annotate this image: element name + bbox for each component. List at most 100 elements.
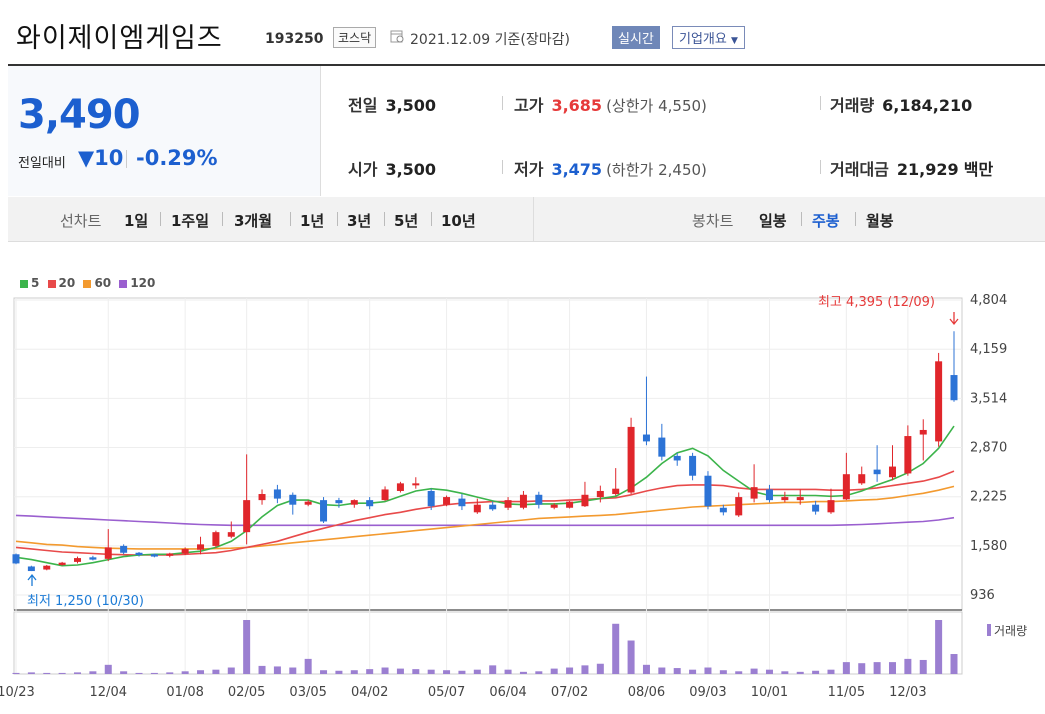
candle-body	[104, 547, 112, 559]
min-annotation: 최저 1,250 (10/30)	[27, 594, 144, 609]
x-tick-label: 03/05	[289, 685, 326, 700]
volume-bar	[289, 667, 297, 674]
candle-body	[796, 497, 804, 501]
volume-bar	[489, 665, 497, 674]
tab-1y[interactable]: 1년	[300, 212, 325, 230]
quote-panel: 3,490 전일대비 ▼10 -0.29% 전일 3,500 시가 3,500 고가…	[8, 64, 1045, 199]
x-tick-label: 04/02	[351, 685, 388, 700]
volume-bar	[212, 669, 220, 674]
candle-body	[304, 501, 312, 505]
open-label: 시가	[348, 160, 378, 179]
volume-bar	[719, 670, 727, 674]
volume-bar	[781, 671, 789, 674]
stock-code: 193250	[265, 31, 324, 47]
volume-bar	[566, 667, 574, 674]
tab-1w[interactable]: 1주일	[171, 212, 210, 230]
chart-tabs: 선차트 1일 1주일 3개월 1년 3년 5년 10년 봉차트 일봉 주봉 월봉	[8, 197, 1045, 242]
x-tick-label: 10/23	[0, 685, 35, 700]
trade-value: 거래대금 21,929 백만	[830, 156, 993, 180]
tab-weekly[interactable]: 주봉	[812, 212, 840, 230]
tab-monthly[interactable]: 월봉	[866, 212, 894, 230]
volume-bar	[750, 668, 758, 674]
chart-grid	[13, 297, 963, 675]
company-overview-dropdown[interactable]: 기업개요 ▼	[672, 26, 745, 49]
candle-body	[535, 494, 543, 505]
volume-bar	[581, 665, 589, 674]
tab-3y[interactable]: 3년	[347, 212, 372, 230]
candle-body	[381, 489, 389, 501]
line-chart-label: 선차트	[60, 212, 102, 230]
candle-body	[166, 553, 174, 556]
chevron-down-icon: ▼	[730, 36, 738, 46]
candle-body	[827, 500, 835, 513]
volume-bar	[74, 672, 82, 674]
tab-3m[interactable]: 3개월	[234, 212, 273, 230]
x-tick-label: 12/03	[889, 685, 926, 700]
candle-body	[704, 475, 712, 507]
realtime-button[interactable]: 실시간	[612, 26, 660, 49]
volume-bar	[888, 662, 896, 674]
upper-limit: (상한가 4,550)	[606, 97, 707, 115]
divider	[222, 212, 223, 226]
candle-body	[673, 455, 681, 461]
y-tick-label: 2,225	[970, 490, 1007, 505]
max-arrow-icon	[949, 312, 959, 326]
volume-bar	[642, 664, 650, 674]
volume-bar	[904, 658, 912, 674]
candle-body	[888, 466, 896, 478]
volume-legend-label: 거래량	[994, 624, 1027, 638]
volume-legend-swatch	[987, 624, 991, 636]
candle-body	[596, 490, 604, 498]
x-tick-label: 10/01	[751, 685, 788, 700]
volume-pane-border	[13, 611, 963, 675]
legend-ma120: 120	[130, 276, 156, 290]
candle-body	[950, 375, 958, 401]
volume-bar	[350, 670, 358, 674]
volume-bar	[412, 669, 420, 674]
candle-body	[504, 500, 512, 508]
divider	[126, 150, 127, 168]
tab-10y[interactable]: 10년	[441, 212, 476, 230]
candle-body	[858, 474, 866, 484]
volume-bar	[612, 623, 620, 674]
volume-bar	[227, 667, 235, 674]
trade-value-label: 거래대금	[830, 160, 889, 179]
candle-body	[197, 544, 205, 550]
candle-body	[473, 504, 481, 513]
candle-body	[812, 504, 820, 512]
volume-bar	[858, 663, 866, 674]
volume-bar	[243, 620, 251, 674]
volume-bar	[396, 668, 404, 674]
x-tick-label: 06/04	[489, 685, 526, 700]
volume-bar	[519, 671, 527, 674]
change-label: 전일대비	[18, 156, 66, 171]
candle-body	[273, 489, 281, 499]
candle-body	[658, 437, 666, 457]
candle-body	[412, 483, 420, 486]
candle-body	[489, 504, 497, 510]
volume-bar	[27, 672, 35, 674]
tab-1d[interactable]: 1일	[124, 212, 149, 230]
divider	[290, 212, 291, 226]
tab-5y[interactable]: 5년	[394, 212, 419, 230]
divider	[801, 212, 802, 226]
divider	[533, 197, 534, 241]
candle-body	[750, 487, 758, 499]
change-rate: -0.29%	[136, 146, 218, 170]
volume-bar	[12, 672, 20, 674]
volume-bar	[950, 654, 958, 674]
legend-swatch-ma60	[83, 279, 92, 288]
candle-body	[935, 361, 943, 442]
divider	[502, 160, 503, 174]
candle-body	[135, 552, 143, 556]
divider	[431, 212, 432, 226]
volume-bar	[181, 671, 189, 674]
candle-body	[89, 557, 97, 560]
candle-body	[181, 548, 189, 554]
company-overview-label: 기업개요	[679, 32, 727, 47]
candle-body	[842, 474, 850, 500]
tab-daily[interactable]: 일봉	[759, 212, 787, 230]
candle-body	[27, 566, 35, 572]
ma120-line	[15, 514, 955, 527]
